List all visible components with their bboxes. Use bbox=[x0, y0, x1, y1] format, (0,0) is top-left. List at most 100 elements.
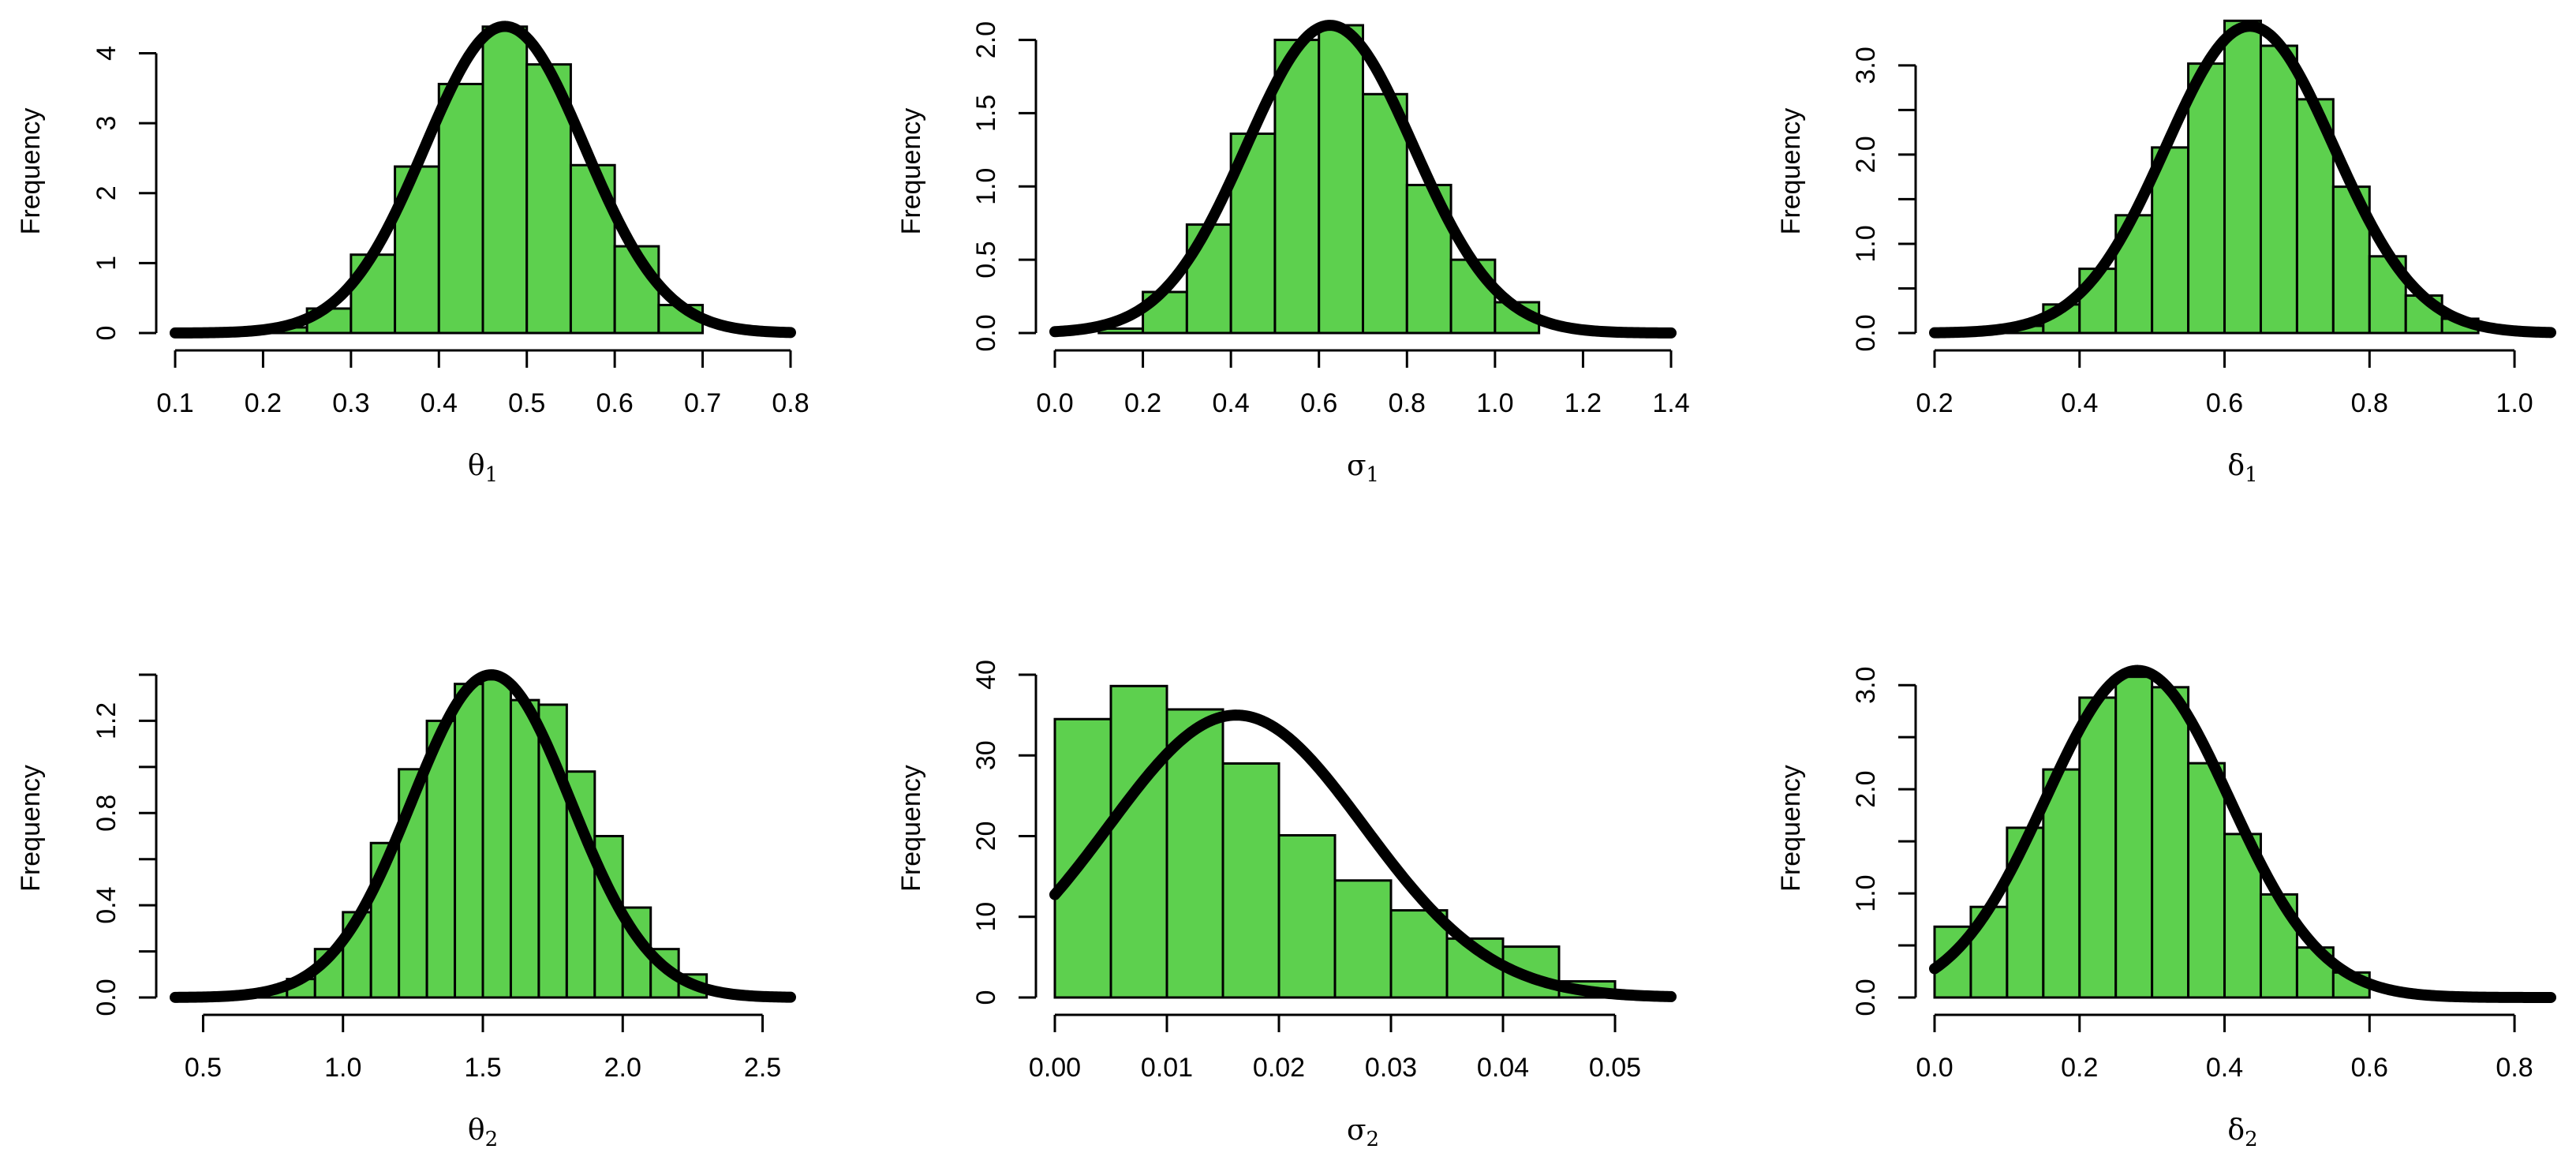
x-tick-label: 0.7 bbox=[684, 388, 721, 418]
y-tick-label: 40 bbox=[971, 660, 1001, 690]
y-axis-title: Frequency bbox=[16, 108, 46, 235]
y-tick-label: 3.0 bbox=[1851, 667, 1881, 704]
y-tick-label: 0.0 bbox=[1851, 979, 1881, 1016]
y-tick-label: 1.0 bbox=[1851, 874, 1881, 911]
histogram-bar bbox=[481, 25, 529, 335]
x-tick-label: 0.04 bbox=[1477, 1053, 1529, 1083]
histogram-bar bbox=[481, 678, 512, 999]
histogram-bar bbox=[2114, 676, 2154, 999]
x-axis-title: δ2 bbox=[2227, 1114, 2257, 1151]
normal-density-curve bbox=[170, 669, 796, 1003]
y-tick-label: 2 bbox=[92, 185, 122, 200]
x-tick-label: 0.4 bbox=[2061, 388, 2098, 418]
y-tick-label: 0.0 bbox=[971, 314, 1001, 351]
x-tick-label: 0.8 bbox=[1389, 388, 1426, 418]
y-tick-label: 1 bbox=[92, 256, 122, 271]
y-tick-label: 0 bbox=[971, 990, 1001, 1005]
y-tick-label: 0.5 bbox=[971, 241, 1001, 279]
x-tick-label: 1.5 bbox=[464, 1053, 501, 1083]
normal-density-curve bbox=[1929, 664, 2556, 1003]
x-tick-label: 0.01 bbox=[1141, 1053, 1193, 1083]
y-tick-label: 0 bbox=[92, 326, 122, 341]
y-tick-label: 2.0 bbox=[1851, 136, 1881, 173]
normal-density-curve bbox=[1929, 21, 2556, 339]
y-tick-label: 0.8 bbox=[92, 795, 122, 832]
x-tick-label: 0.3 bbox=[332, 388, 369, 418]
x-axis-title: θ2 bbox=[468, 1114, 498, 1151]
x-tick-label: 0.2 bbox=[1124, 388, 1161, 418]
histogram-bar bbox=[350, 253, 397, 335]
histogram-bar bbox=[1318, 24, 1364, 335]
x-tick-label: 0.02 bbox=[1253, 1053, 1305, 1083]
x-tick-label: 0.2 bbox=[1916, 388, 1953, 418]
normal-density-curve bbox=[170, 21, 796, 339]
x-tick-label: 1.4 bbox=[1652, 388, 1689, 418]
histogram-bar bbox=[454, 683, 484, 999]
y-axis-title: Frequency bbox=[16, 765, 46, 892]
y-tick-label: 3 bbox=[92, 116, 122, 131]
y-axis-title: Frequency bbox=[1776, 765, 1806, 892]
histogram-bar bbox=[1109, 684, 1168, 999]
x-tick-label: 0.2 bbox=[2061, 1053, 2098, 1083]
histogram-panel-5: 0.00 0.01 0.02 0.03 0.04 0.05 0 10 20 30 40 Frequen… bbox=[896, 660, 1677, 1151]
histogram-panel-2: 0.0 0.2 0.4 0.6 0.8 1.0 1.2 1.4 0.0 0.5 1.0 1.5 2.0 F… bbox=[896, 20, 1690, 487]
histogram-panel-1: 0.1 0.2 0.3 0.4 0.5 0.6 0.7 0.8 0 1 2 3 4 Frequency θ1 bbox=[16, 21, 809, 487]
histogram-bar bbox=[2151, 686, 2190, 999]
histogram-bar bbox=[437, 82, 484, 335]
y-axis-title: Frequency bbox=[896, 765, 926, 892]
x-tick-label: 0.5 bbox=[185, 1053, 222, 1083]
x-tick-label: 0.8 bbox=[772, 388, 809, 418]
y-tick-label: 1.2 bbox=[92, 702, 122, 739]
x-tick-label: 1.2 bbox=[1565, 388, 1602, 418]
x-tick-label: 0.03 bbox=[1365, 1053, 1417, 1083]
x-tick-label: 0.6 bbox=[2351, 1053, 2388, 1083]
x-axis-title: θ1 bbox=[468, 450, 498, 487]
histogram-bar bbox=[509, 698, 540, 999]
x-tick-label: 1.0 bbox=[1476, 388, 1513, 418]
histogram-bar bbox=[2187, 62, 2226, 335]
histogram-panel-4: 0.5 1.0 1.5 2.0 2.5 0.0 0.4 0.8 1.2 Frequency θ2 bbox=[16, 669, 796, 1151]
x-tick-label: 0.1 bbox=[156, 388, 193, 418]
x-tick-label: 0.8 bbox=[2496, 1053, 2533, 1083]
normal-density-curve bbox=[1049, 709, 1677, 1002]
y-tick-label: 20 bbox=[971, 822, 1001, 851]
x-tick-label: 0.0 bbox=[1916, 1053, 1953, 1083]
x-tick-label: 0.0 bbox=[1036, 388, 1073, 418]
histogram-bar bbox=[1277, 833, 1337, 999]
x-tick-label: 0.4 bbox=[421, 388, 458, 418]
x-tick-label: 0.8 bbox=[2351, 388, 2388, 418]
x-tick-label: 0.4 bbox=[2206, 1053, 2243, 1083]
histogram-bar bbox=[1362, 92, 1408, 335]
normal-density-curve bbox=[1049, 20, 1677, 339]
y-axis-title: Frequency bbox=[1776, 108, 1806, 235]
y-tick-label: 1.5 bbox=[971, 95, 1001, 132]
y-tick-label: 1.0 bbox=[1851, 225, 1881, 262]
histogram-bar bbox=[1165, 708, 1224, 999]
histogram-panel-6: 0.0 0.2 0.4 0.6 0.8 0.0 1.0 2.0 3.0 Frequency δ2 bbox=[1776, 664, 2556, 1151]
histogram-bar bbox=[2259, 44, 2298, 335]
y-tick-label: 10 bbox=[971, 902, 1001, 932]
histogram-bar bbox=[1449, 258, 1497, 335]
x-tick-label: 0.4 bbox=[1213, 388, 1250, 418]
x-tick-label: 2.0 bbox=[604, 1053, 641, 1083]
histogram-bar bbox=[1333, 879, 1393, 999]
x-tick-label: 0.00 bbox=[1029, 1053, 1081, 1083]
x-tick-label: 0.05 bbox=[1589, 1053, 1641, 1083]
histogram-bar bbox=[1221, 762, 1281, 999]
x-axis-title: δ1 bbox=[2227, 450, 2257, 487]
y-tick-label: 3.0 bbox=[1851, 47, 1881, 84]
y-tick-label: 30 bbox=[971, 740, 1001, 770]
histogram-panel-3: 0.2 0.4 0.6 0.8 1.0 0.0 1.0 2.0 3.0 Frequency δ1 bbox=[1776, 19, 2556, 487]
histogram-bar bbox=[2187, 762, 2226, 999]
histogram-bar bbox=[2151, 146, 2190, 335]
x-tick-label: 0.2 bbox=[245, 388, 282, 418]
y-tick-label: 1.0 bbox=[971, 168, 1001, 205]
x-tick-label: 1.0 bbox=[324, 1053, 361, 1083]
histogram-bar bbox=[2223, 19, 2262, 335]
y-tick-label: 0.4 bbox=[92, 887, 122, 924]
y-tick-label: 2.0 bbox=[1851, 770, 1881, 807]
y-tick-label: 0.0 bbox=[1851, 314, 1881, 351]
y-tick-label: 4 bbox=[92, 46, 122, 61]
y-tick-label: 2.0 bbox=[971, 21, 1001, 58]
